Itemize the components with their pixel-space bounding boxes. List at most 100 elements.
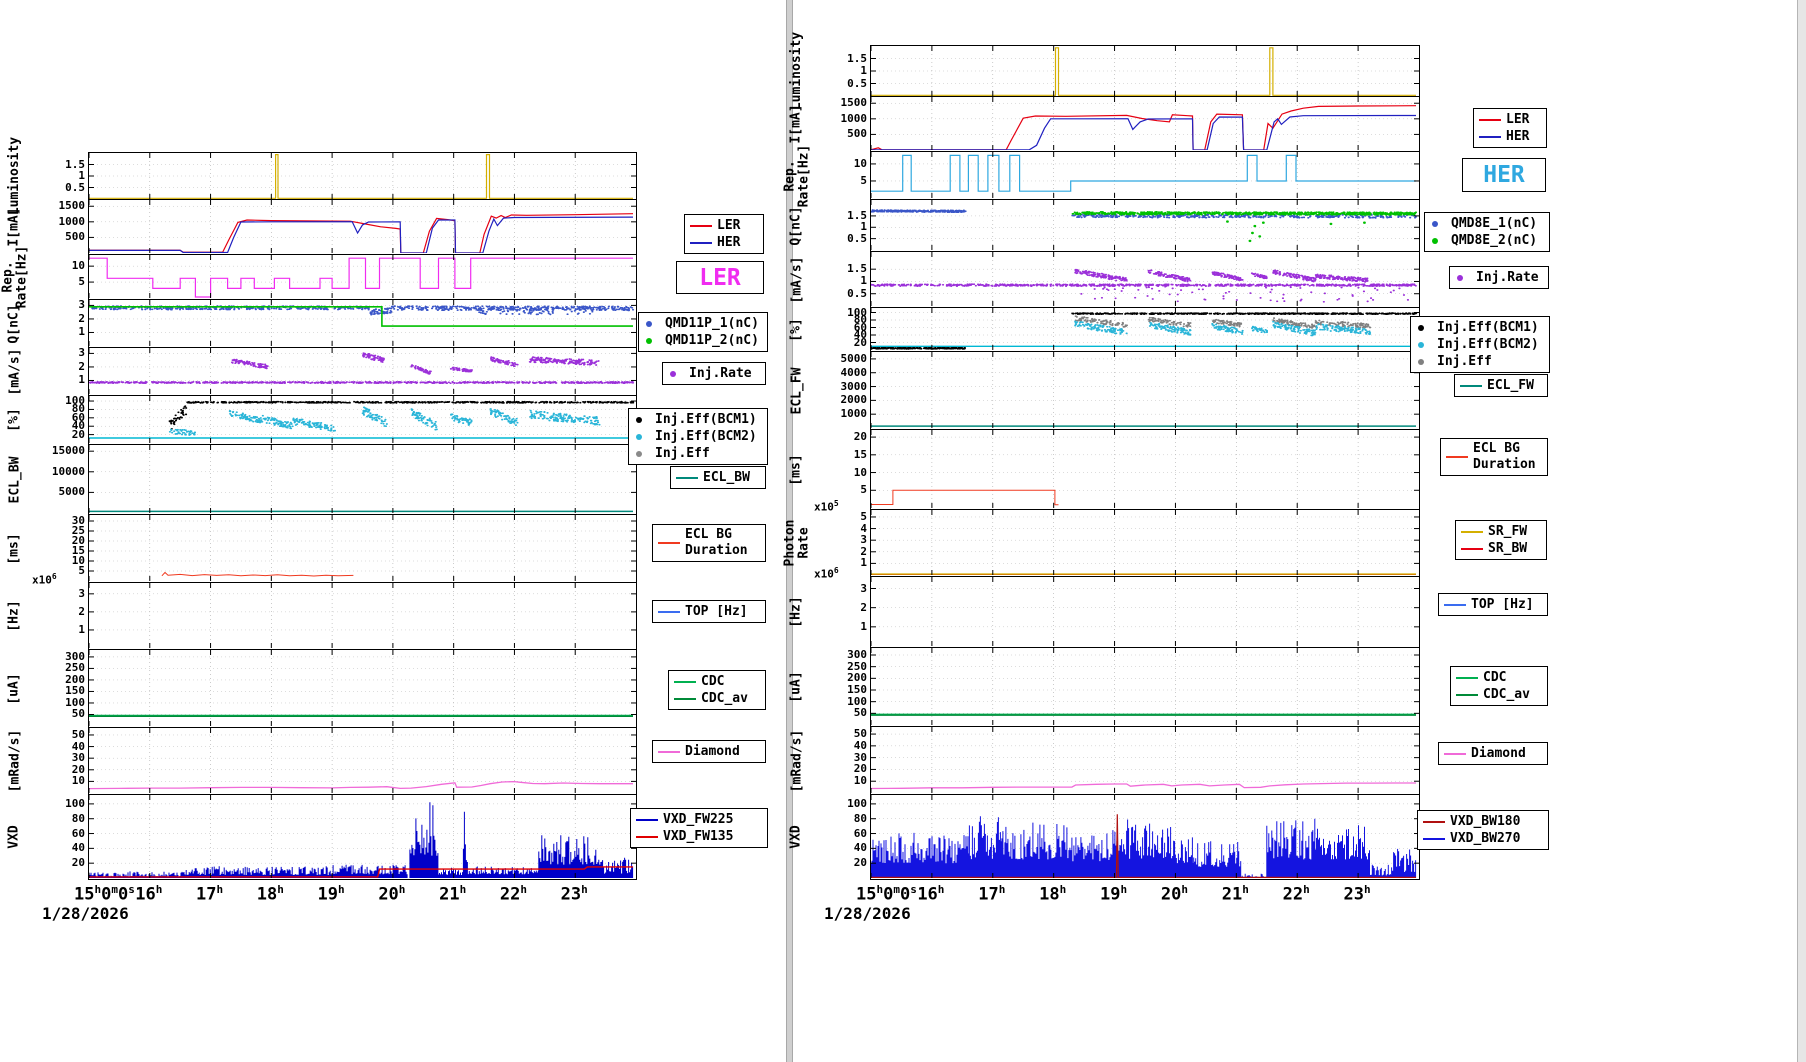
right-legend-ecl-bg-marker-0 — [1446, 456, 1468, 458]
left-top-rate-ytick-2: 2 — [78, 604, 85, 618]
left-charge-ytick-1: 1 — [78, 325, 85, 339]
series-inj-eff — [1074, 315, 1372, 329]
left-legend-charge-marker-0 — [646, 320, 652, 327]
left-top-rate-subplot: 1 2 3 [Hz] x106 — [7, 572, 637, 650]
left-legend-cdc-entry-1: CDC_av — [701, 690, 748, 706]
right-legend-charge-marker-0 — [1432, 220, 1438, 227]
right-inj-eff-ytick-100: 100 — [847, 305, 867, 319]
left-legend-charge-entry-0: QMD11P_1(nC) — [665, 315, 759, 331]
left-inj-rate-ylabel: [mA/s] — [7, 348, 22, 395]
left-legend-inj-rate: Inj.Rate — [662, 362, 766, 385]
left-xtick-label-17: 17h — [195, 883, 224, 905]
left-charge-subplot: 1 2 3 Q[nC] — [7, 298, 637, 348]
left-xtick-label-23: 23h — [560, 883, 588, 905]
left-ecl-bg-ytick-15: 15 — [71, 544, 85, 557]
right-legend-charge: QMD8E_1(nC) QMD8E_2(nC) — [1424, 212, 1550, 252]
right-ecl-bg-chart — [871, 430, 1419, 508]
right-inj-eff-ytick-60: 60 — [853, 320, 867, 334]
right-inj-eff-chart — [871, 308, 1419, 350]
left-date-label: 1/28/2026 — [42, 904, 129, 923]
right-date-label: 1/28/2026 — [824, 904, 911, 923]
right-luminosity-ytick-1: 1 — [860, 64, 867, 77]
right-inj-eff-ytick-40: 40 — [853, 328, 867, 341]
left-diamond-subplot: 10 20 30 40 50 [mRad/s] — [7, 728, 637, 795]
left-ecl-bw-ytick-10000: 10000 — [51, 464, 85, 478]
left-vxd-ytick-100: 100 — [65, 796, 85, 810]
right-legend-inj-eff-marker-1 — [1418, 341, 1424, 348]
left-inj-rate-chart — [89, 348, 636, 394]
left-xtick-label-16: 16h — [135, 883, 163, 905]
left-inj-eff-ytick-20: 20 — [71, 427, 85, 441]
right-ecl-bg-ytick-10: 10 — [853, 465, 867, 479]
left-top-rate-ytick-3: 3 — [78, 586, 85, 600]
right-legend-cdc-entry-0: CDC — [1483, 669, 1507, 685]
left-legend-charge-entry-1: QMD11P_2(nC) — [665, 332, 759, 348]
right-legend-diamond: Diamond — [1438, 742, 1548, 765]
right-inj-eff-ytick-20: 20 — [853, 335, 867, 349]
right-legend-rep-rate-label: HER — [1483, 162, 1525, 188]
right-inj-eff-ytick-80: 80 — [853, 313, 867, 326]
right-ecl-fw-ytick-4000: 4000 — [840, 365, 868, 379]
left-luminosity-ytick-1.5: 1.5 — [65, 157, 85, 171]
right-cdc-current-ytick-100: 100 — [847, 694, 867, 708]
right-legend-vxd-entry-0: VXD_BW180 — [1450, 813, 1521, 829]
right-inj-rate-ytick-1.5: 1.5 — [847, 262, 867, 276]
right-legend-beam-current: LER HER — [1473, 108, 1547, 148]
left-legend-beam-current: LER HER — [684, 214, 764, 254]
right-legend-cdc-marker-1 — [1456, 693, 1478, 696]
right-charge-subplot: 0.5 1 1.5 Q[nC] — [789, 200, 1420, 252]
right-cdc-current-ytick-150: 150 — [847, 683, 867, 696]
right-top-rate-ytick-2: 2 — [860, 600, 867, 614]
right-diamond-ytick-50: 50 — [853, 727, 867, 741]
left-charge-ytick-2: 2 — [78, 311, 85, 325]
left-legend-inj-rate-entry-0: Inj.Rate — [689, 365, 752, 381]
right-top-rate-chart — [871, 577, 1419, 646]
series-her — [871, 114, 1417, 150]
right-top-rate-exponent-label: x106 — [813, 566, 840, 581]
left-luminosity-ytick-0.5: 0.5 — [65, 180, 85, 194]
left-beam-current-ylabel: I[mA] — [7, 207, 23, 247]
series-ecl-bg-duration — [871, 489, 1059, 506]
left-diamond-ytick-50: 50 — [71, 727, 85, 741]
scrollbar[interactable] — [1797, 0, 1806, 1062]
right-photon-rate-ytick-1: 1 — [860, 556, 867, 570]
left-xtick-label-18: 18h — [256, 883, 284, 905]
left-cdc-current-ytick-200: 200 — [65, 672, 85, 686]
right-cdc-current-chart — [871, 648, 1419, 725]
left-legend-ecl-bg: ECL BG Duration — [652, 524, 766, 562]
left-rep-rate-chart — [89, 255, 636, 298]
left-legend-vxd-entry-0: VXD_FW225 — [663, 811, 734, 827]
right-legend-sr-entry-1: SR_BW — [1488, 540, 1528, 556]
left-legend-charge: QMD11P_1(nC) QMD11P_2(nC) — [638, 312, 768, 352]
left-cdc-current-ylabel: [uA] — [7, 672, 22, 705]
series-qmd11p-2-nc- — [89, 306, 633, 327]
right-photon-rate-ytick-4: 4 — [860, 521, 867, 535]
left-inj-eff-chart — [89, 396, 636, 443]
series-ler — [871, 105, 1417, 150]
right-ecl-fw-ytick-3000: 3000 — [840, 379, 868, 393]
left-diamond-ytick-40: 40 — [71, 739, 85, 753]
left-luminosity-subplot: 0.5 1 1.5 Luminosity — [7, 137, 637, 215]
panel-right: 0.5 1 1.5 Luminosity 500 1000 1500 I[mA] 5 10 Rep.… — [782, 0, 1806, 1062]
left-charge-chart — [89, 300, 636, 346]
right-ecl-fw-ytick-5000: 5000 — [840, 351, 868, 365]
left-inj-rate-ytick-1: 1 — [78, 373, 85, 387]
left-legend-top-entry-0: TOP [Hz] — [685, 603, 748, 619]
left-inj-eff-ytick-60: 60 — [71, 410, 85, 424]
right-diamond-ytick-20: 20 — [853, 762, 867, 776]
left-legend-inj-eff-entry-1: Inj.Eff(BCM2) — [655, 428, 757, 444]
right-xtick-label-18: 18h — [1039, 883, 1067, 905]
right-legend-cdc: CDC CDC_av — [1450, 666, 1548, 706]
left-diamond-ytick-10: 10 — [71, 774, 85, 788]
left-ecl-bw-chart — [89, 445, 636, 513]
right-rep-rate-subplot: 5 10 Rep. Rate[Hz] — [782, 144, 1420, 207]
series-her-rep-rate — [871, 154, 1416, 192]
left-ecl-bg-ytick-30: 30 — [71, 514, 85, 527]
left-legend-rep-rate-label: LER — [699, 264, 741, 291]
right-legend-ecl-bg: ECL BG Duration — [1440, 438, 1548, 476]
right-charge-chart — [871, 200, 1419, 250]
left-legend-cdc-marker-0 — [674, 680, 696, 683]
left-cdc-current-ytick-50: 50 — [71, 707, 85, 721]
left-legend-inj-rate-marker-0 — [670, 370, 676, 377]
left-legend-inj-eff-entry-2: Inj.Eff — [655, 445, 710, 461]
